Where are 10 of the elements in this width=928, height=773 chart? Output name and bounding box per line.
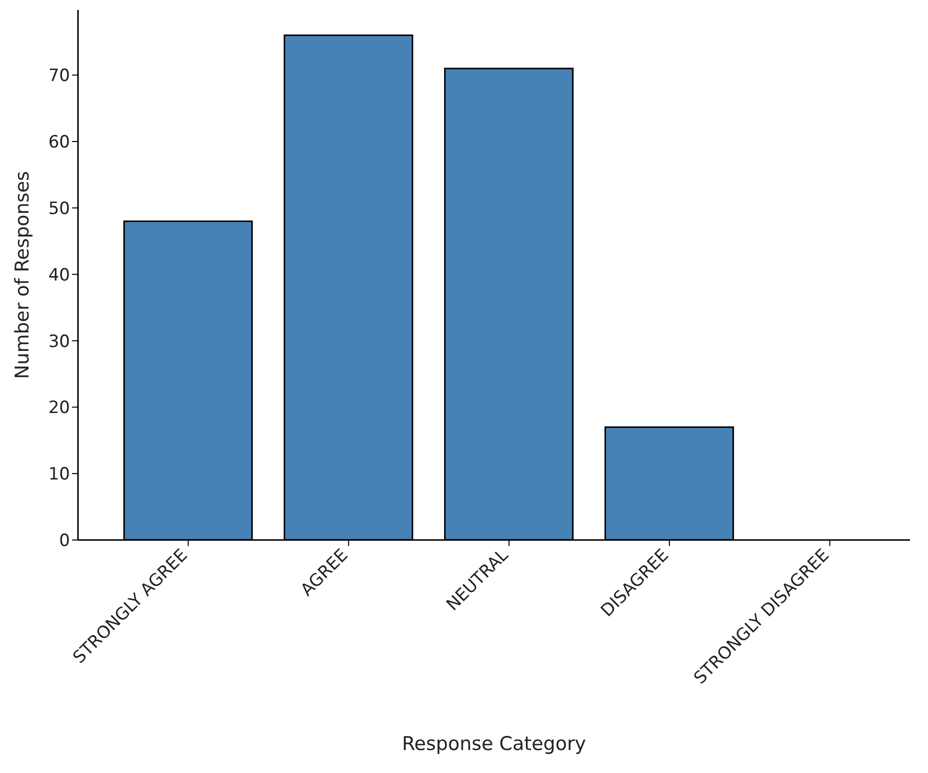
y-tick-label: 30 xyxy=(48,332,70,352)
y-tick-label: 70 xyxy=(48,66,70,86)
x-axis-title: Response Category xyxy=(402,733,586,755)
y-tick-label: 50 xyxy=(48,198,70,219)
y-axis-title: Number of Responses xyxy=(12,171,34,379)
y-tick-label: 40 xyxy=(48,265,70,286)
y-tick-label: 60 xyxy=(48,132,70,153)
y-tick-label: 20 xyxy=(48,398,70,418)
y-tick-label: 10 xyxy=(48,464,70,485)
y-tick-label: 0 xyxy=(59,531,70,552)
